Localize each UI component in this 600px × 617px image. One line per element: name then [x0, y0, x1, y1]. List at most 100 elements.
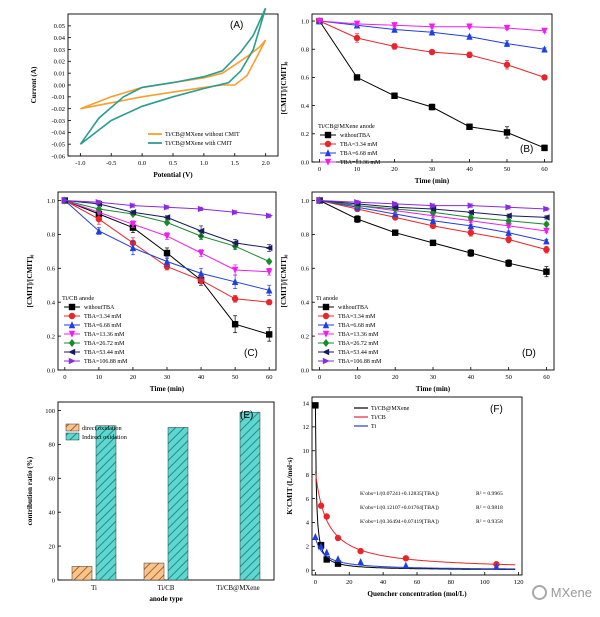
data-point-C-6	[231, 209, 239, 216]
y-tick-label-A: -0.03	[51, 118, 65, 125]
data-point-D-0	[505, 260, 512, 267]
data-point-B-3	[316, 17, 323, 25]
data-point-D-6	[467, 202, 475, 209]
x-axis-label-F: Quencher concentration (mol/L)	[367, 590, 467, 598]
data-point-B-0	[466, 123, 473, 130]
plot-frame-E	[57, 401, 275, 581]
data-point-B-2	[391, 25, 398, 33]
legend-swatch-E	[65, 423, 80, 432]
y-tick-label-A: 0.00	[54, 82, 65, 89]
x-tick-label-A: 0.5	[169, 160, 177, 167]
fit-r2-F: R² = 0.9818	[476, 505, 503, 511]
x-tick-label-B: 50	[504, 166, 511, 173]
x-tick-label-A: -1.0	[75, 160, 85, 167]
legend-label-C: TBA=6.68 mM	[84, 323, 122, 329]
legend-marker-C	[68, 312, 76, 320]
x-axis-label-B: Time (min)	[415, 177, 450, 185]
x-tick-label-F: 100	[480, 579, 490, 586]
chart-panel-F: 0 20 40 60 80 100 120 0 2 4 6 8 10 12 14 Quencher conce…	[286, 396, 524, 598]
x-tick-label-C: 10	[96, 374, 103, 381]
legend-label-F: Ti/CB	[371, 415, 386, 421]
data-point-F-2	[402, 561, 410, 569]
data-point-C-2	[231, 278, 239, 286]
y-tick-label-D: 0.2	[301, 333, 309, 340]
data-point-D-5	[467, 209, 475, 216]
data-point-D-2	[467, 222, 475, 230]
data-point-B-0	[541, 144, 548, 152]
data-point-D-2	[429, 217, 437, 225]
fit-equation-F: K′obs=1/(0.36494+0.07419[TBA])	[360, 518, 439, 525]
y-tick-label-F: 4	[306, 520, 310, 527]
x-tick-label-F: 120	[514, 579, 524, 586]
y-tick-label-E: 80	[49, 442, 56, 449]
data-point-F-1	[357, 547, 364, 555]
data-point-D-6	[543, 205, 551, 213]
data-point-B-1	[353, 34, 361, 42]
data-point-D-6	[316, 197, 324, 204]
fit-r2-F: R² = 0.9358	[476, 519, 503, 525]
data-point-B-1	[428, 48, 436, 56]
data-point-B-0	[428, 103, 436, 111]
bar-E-0	[71, 566, 93, 581]
data-point-B-3	[503, 24, 511, 32]
data-point-C-5	[231, 239, 239, 247]
data-point-D-5	[504, 212, 512, 219]
x-tick-label-C: 20	[130, 374, 137, 381]
y-tick-label-D: 1.0	[301, 198, 309, 205]
panel-label-D: (D)	[522, 348, 536, 359]
x-axis-label-E: anode type	[149, 595, 182, 603]
data-point-C-1	[231, 295, 239, 302]
chart-panel-A: -1.0 -0.5 0.0 0.5 1.0 1.5 2.0 0.05 0.04 0.03 0.02 0…	[30, 7, 279, 179]
data-point-B-3	[466, 23, 473, 31]
data-point-D-1	[543, 246, 550, 253]
data-point-B-2	[541, 45, 548, 53]
data-point-F-1	[334, 534, 342, 542]
x-tick-label-D: 60	[543, 374, 550, 381]
data-point-B-0	[503, 129, 511, 136]
y-tick-label-B: 0.4	[301, 103, 310, 110]
panel-label-E: (E)	[240, 410, 253, 421]
y-tick-label-A: 0.03	[54, 47, 65, 54]
data-point-D-0	[354, 215, 361, 223]
legend-marker-C	[68, 303, 76, 311]
data-point-F-2	[323, 548, 330, 556]
legend-label-D: withoutTBA	[338, 305, 369, 311]
x-tick-label-F: 40	[380, 579, 387, 586]
legend-marker-C	[68, 330, 76, 338]
x-tick-label-B: 40	[466, 166, 473, 173]
legend-label-D: TBA=3.34 mM	[338, 314, 376, 320]
legend-label-D: TBA=106.88 mM	[338, 359, 382, 365]
x-tick-label-D: 20	[392, 374, 399, 381]
panel-label-B: (B)	[520, 144, 533, 155]
legend-marker-B	[324, 149, 332, 157]
data-point-C-2	[197, 269, 205, 277]
x-tick-label-C: 50	[232, 374, 239, 381]
legend-label-C: TBA=106.88 mM	[84, 359, 128, 365]
data-point-F-2	[334, 555, 342, 563]
data-point-D-3	[543, 227, 550, 235]
x-tick-label-F: 0	[314, 579, 317, 586]
x-axis-label-A: Potential (V)	[153, 171, 193, 179]
x-tick-label-A: 1.0	[200, 160, 208, 167]
fit-curve-0	[314, 405, 516, 570]
y-tick-label-C: 0.0	[47, 367, 55, 374]
data-point-C-3	[129, 221, 137, 229]
y-tick-label-A: 0.04	[54, 35, 66, 42]
y-tick-label-A: -0.06	[51, 153, 65, 160]
fit-curve-2	[314, 537, 516, 570]
data-point-D-6	[391, 200, 399, 208]
data-point-D-4	[543, 220, 550, 229]
data-point-C-3	[163, 232, 171, 240]
y-tick-label-E: 0	[52, 577, 55, 584]
data-point-C-1	[95, 215, 103, 223]
y-tick-label-A: -0.05	[51, 141, 65, 148]
data-point-F-2	[357, 558, 364, 566]
legend-marker-D	[322, 312, 330, 320]
y-tick-label-E: 20	[49, 543, 56, 550]
fit-r2-F: R² = 0.9965	[476, 491, 503, 497]
data-point-D-1	[467, 229, 475, 236]
y-tick-label-A: 0.02	[54, 59, 65, 66]
legend-label-D: TBA=53.44 mM	[338, 350, 379, 356]
x-tick-label-B: 30	[429, 166, 436, 173]
legend-marker-D	[322, 330, 330, 338]
